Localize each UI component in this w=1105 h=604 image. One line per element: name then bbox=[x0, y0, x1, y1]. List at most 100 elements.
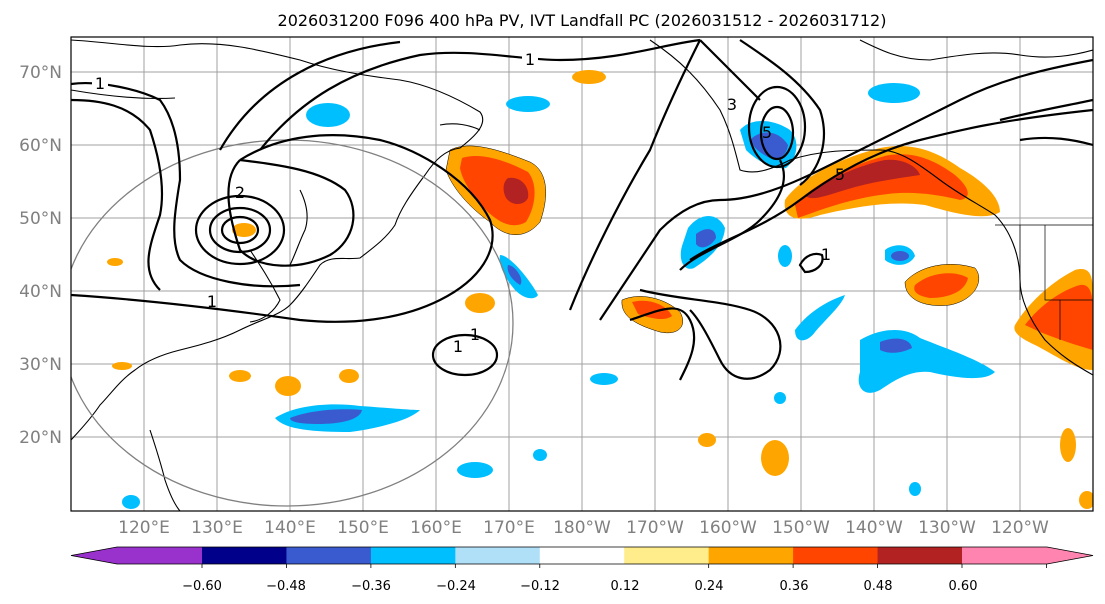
longitude-labels: 120°E 130°E 140°E 150°E 160°E 170°E 180°… bbox=[118, 518, 1049, 538]
contour-label: 1 bbox=[470, 325, 480, 344]
colorbar-segment bbox=[455, 547, 541, 564]
shade-outlines bbox=[445, 145, 980, 334]
lat-label: 30°N bbox=[19, 355, 62, 375]
lon-label: 130°E bbox=[191, 518, 243, 538]
pos-anomaly-14 bbox=[107, 258, 123, 266]
colorbar-segment bbox=[539, 547, 625, 564]
neg-anomaly-10 bbox=[457, 462, 493, 478]
colorbar-tick-label: −0.12 bbox=[520, 579, 560, 594]
colorbar-ticks bbox=[201, 564, 1047, 568]
contour-labels: 1 1 2 1 1 1 5 3 1 5 bbox=[92, 50, 845, 356]
lon-label: 160°W bbox=[699, 518, 757, 538]
neg-anomaly-3 bbox=[868, 83, 920, 103]
neg-anomaly-15 bbox=[533, 449, 547, 461]
lat-label: 20°N bbox=[19, 428, 62, 448]
pos-anomaly-4 bbox=[465, 293, 495, 313]
colorbar-segment bbox=[877, 547, 963, 564]
neg-anomaly-7-core bbox=[880, 338, 912, 353]
contour-label: 2 bbox=[235, 183, 245, 202]
colorbar-segment bbox=[793, 547, 879, 564]
lat-label: 60°N bbox=[19, 136, 62, 156]
contour-label: 1 bbox=[207, 292, 217, 311]
colorbar-tick-label: 0.36 bbox=[780, 579, 809, 594]
colorbar-segment bbox=[202, 547, 287, 564]
pos-anomaly-goa-core bbox=[795, 154, 968, 218]
lat-label: 50°N bbox=[19, 209, 62, 229]
neg-anomaly-9-core bbox=[290, 409, 362, 424]
contour-label: 1 bbox=[95, 74, 105, 93]
lon-label: 170°E bbox=[483, 518, 535, 538]
neg-anomaly-6-core bbox=[891, 251, 909, 261]
neg-anomaly-13 bbox=[774, 392, 786, 404]
map-frame bbox=[70, 36, 1094, 512]
pos-anomaly-13 bbox=[1079, 491, 1093, 509]
neg-anomaly-5-core bbox=[507, 265, 522, 285]
neg-anomaly-16 bbox=[909, 482, 921, 496]
colorbar-tick-label: 0.60 bbox=[949, 579, 978, 594]
pos-anomaly-7 bbox=[339, 369, 359, 383]
colorbar-tick-label: 0.24 bbox=[695, 579, 724, 594]
pos-anomaly-california-core bbox=[1025, 284, 1093, 350]
pos-anomaly-2-core bbox=[632, 300, 672, 320]
contour-label: 1 bbox=[821, 245, 831, 264]
colorbar-segment bbox=[708, 547, 794, 564]
contour-label: 3 bbox=[727, 95, 737, 114]
pos-anomaly-8 bbox=[112, 362, 132, 370]
pv-contours bbox=[71, 38, 1093, 381]
lon-label: 120°E bbox=[118, 518, 170, 538]
lon-label: 150°W bbox=[772, 518, 830, 538]
pos-anomaly-kamchatka-core bbox=[460, 155, 535, 226]
neg-anomaly-1 bbox=[506, 96, 550, 112]
pos-anomaly-goa-max bbox=[805, 159, 920, 199]
colorbar: −0.60 −0.48 −0.36 −0.24 −0.12 0.12 0.24 … bbox=[70, 546, 1094, 594]
neg-anomaly-4-core bbox=[696, 229, 716, 248]
borders bbox=[995, 224, 1093, 340]
colorbar-segment bbox=[71, 547, 202, 564]
lon-label: 150°E bbox=[337, 518, 389, 538]
colorbar-tick-label: −0.36 bbox=[351, 579, 391, 594]
map-panel: 1 1 2 1 1 1 5 3 1 5 bbox=[70, 36, 1094, 512]
pos-anomaly-5 bbox=[275, 376, 301, 396]
colorbar-tick-label: 0.48 bbox=[864, 579, 893, 594]
colorbar-tick-label: −0.24 bbox=[436, 579, 476, 594]
colorbar-tick-label: 0.12 bbox=[611, 579, 640, 594]
lon-label: 180°W bbox=[553, 518, 611, 538]
neg-anomaly-2 bbox=[306, 103, 350, 127]
contour-label: 5 bbox=[835, 165, 845, 184]
lon-label: 120°W bbox=[991, 518, 1049, 538]
lat-label: 40°N bbox=[19, 282, 62, 302]
pos-anomaly-9 bbox=[232, 223, 256, 237]
lon-label: 140°E bbox=[264, 518, 316, 538]
contour-label: 1 bbox=[453, 337, 463, 356]
lat-label: 70°N bbox=[19, 63, 62, 83]
pos-anomaly-1 bbox=[572, 70, 606, 84]
colorbar-tick-label: −0.60 bbox=[182, 579, 222, 594]
latitude-labels: 70°N 60°N 50°N 40°N 30°N 20°N bbox=[19, 63, 62, 448]
neg-anomaly-11 bbox=[590, 373, 618, 385]
colorbar-segment bbox=[286, 547, 372, 564]
colorbar-tick-labels: −0.60 −0.48 −0.36 −0.24 −0.12 0.12 0.24 … bbox=[182, 579, 977, 594]
coastlines bbox=[71, 39, 1093, 511]
neg-anomaly-14 bbox=[778, 245, 792, 267]
pos-anomaly-11 bbox=[698, 433, 716, 447]
neg-anomaly-12 bbox=[122, 495, 140, 509]
lon-label: 140°W bbox=[845, 518, 903, 538]
neg-anomaly-8 bbox=[795, 295, 845, 341]
colorbar-segment bbox=[370, 547, 456, 564]
contour-label: 5 bbox=[762, 123, 772, 142]
pos-anomaly-6 bbox=[229, 370, 251, 382]
colorbar-segment bbox=[624, 547, 710, 564]
colorbar-tick-label: −0.48 bbox=[266, 579, 306, 594]
pos-anomaly-10 bbox=[761, 440, 789, 476]
contour-label: 1 bbox=[525, 50, 535, 69]
colorbar-segment bbox=[962, 547, 1093, 564]
lon-label: 160°E bbox=[410, 518, 462, 538]
pos-anomaly-3-core bbox=[914, 273, 968, 298]
colorbar-outline bbox=[70, 546, 1094, 565]
ivt-shading bbox=[107, 70, 1093, 509]
lon-label: 170°W bbox=[626, 518, 684, 538]
map-title: 2026031200 F096 400 hPa PV, IVT Landfall… bbox=[278, 11, 887, 30]
pos-anomaly-kamchatka-max bbox=[503, 177, 529, 204]
colorbar-segments bbox=[70, 546, 1094, 565]
